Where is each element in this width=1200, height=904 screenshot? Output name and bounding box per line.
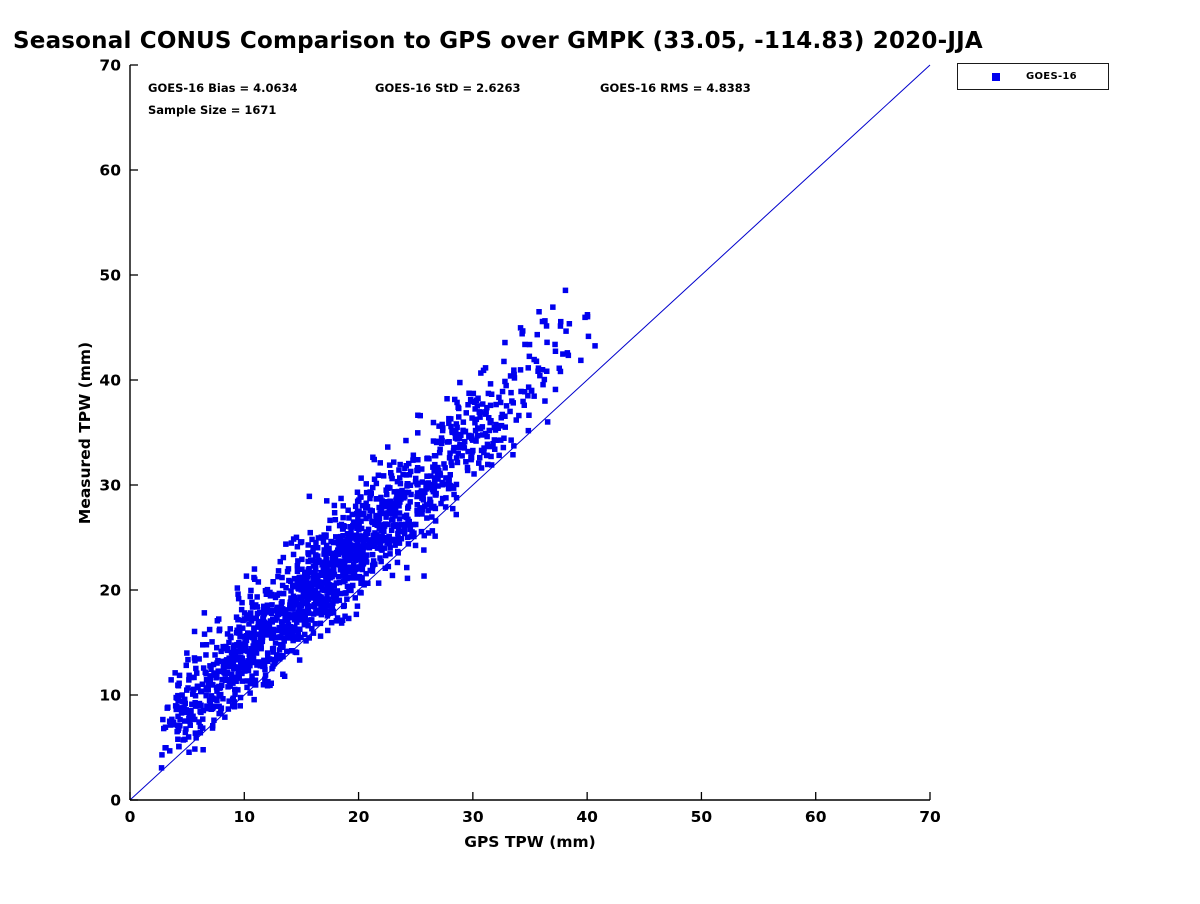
legend: GOES-16 [957, 63, 1109, 90]
svg-text:50: 50 [691, 808, 713, 826]
annotation-rms: GOES-16 RMS = 4.8383 [600, 81, 751, 95]
legend-label: GOES-16 [1026, 71, 1077, 82]
svg-text:30: 30 [99, 477, 121, 495]
svg-text:70: 70 [919, 808, 941, 826]
annotation-sample-size: Sample Size = 1671 [148, 103, 277, 117]
svg-text:30: 30 [462, 808, 484, 826]
annotation-std: GOES-16 StD = 2.6263 [375, 81, 521, 95]
svg-text:0: 0 [110, 792, 121, 810]
svg-text:10: 10 [233, 808, 255, 826]
svg-text:40: 40 [99, 372, 121, 390]
svg-text:10: 10 [99, 687, 121, 705]
annotation-bias: GOES-16 Bias = 4.0634 [148, 81, 298, 95]
x-axis-label: GPS TPW (mm) [464, 833, 596, 851]
svg-text:0: 0 [125, 808, 136, 826]
svg-text:50: 50 [99, 267, 121, 285]
chart-title: Seasonal CONUS Comparison to GPS over GM… [13, 28, 983, 54]
svg-text:60: 60 [805, 808, 827, 826]
svg-text:20: 20 [348, 808, 370, 826]
svg-text:70: 70 [99, 57, 121, 75]
svg-text:20: 20 [99, 582, 121, 600]
y-axis-label: Measured TPW (mm) [76, 341, 94, 525]
svg-text:60: 60 [99, 162, 121, 180]
legend-marker-square-icon [992, 72, 1000, 81]
svg-text:40: 40 [576, 808, 598, 826]
